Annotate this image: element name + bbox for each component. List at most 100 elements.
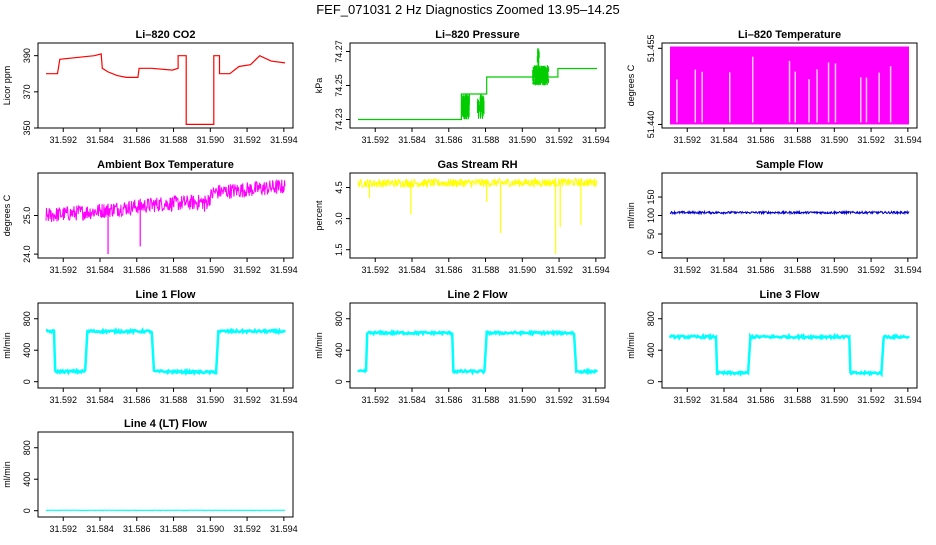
chart-title: Li–820 Pressure	[435, 29, 519, 41]
x-tick-label: 31.588	[784, 395, 812, 405]
y-tick-label: 800	[22, 440, 32, 455]
y-tick-label: 390	[22, 48, 32, 63]
x-tick-label: 31.584	[710, 265, 738, 275]
y-tick-label: 0	[22, 379, 32, 384]
x-tick-label: 31.588	[472, 135, 500, 145]
x-tick-label: 31.590	[197, 524, 225, 534]
y-axis-label: ml/min	[2, 332, 12, 359]
y-tick-label: 800	[22, 311, 32, 326]
x-tick-label: 31.594	[894, 135, 922, 145]
x-tick-label: 31.592	[49, 395, 77, 405]
plot-frame	[38, 432, 293, 517]
x-tick-label: 31.592	[673, 395, 701, 405]
x-tick-label: 31.588	[784, 265, 812, 275]
y-tick-label: 1.5	[334, 243, 344, 256]
x-tick-label: 31.586	[435, 395, 463, 405]
x-tick-label: 31.590	[821, 395, 849, 405]
chart-title: Gas Stream RH	[437, 159, 517, 171]
x-tick-label: 31.586	[123, 395, 151, 405]
x-tick-label: 31.592	[545, 135, 573, 145]
x-tick-label: 31.588	[472, 395, 500, 405]
y-tick-label: 370	[22, 84, 32, 99]
x-tick-label: 31.594	[270, 135, 298, 145]
x-tick-label: 31.592	[233, 395, 261, 405]
y-tick-label: 74.23	[334, 108, 344, 131]
plot-frame	[350, 173, 605, 258]
x-tick-label: 31.584	[398, 135, 426, 145]
y-axis-label: ml/min	[626, 202, 636, 229]
x-tick-label: 31.586	[435, 265, 463, 275]
x-tick-label: 31.594	[582, 265, 610, 275]
y-tick-label: 51.455	[646, 35, 656, 63]
y-axis-label: ml/min	[626, 332, 636, 359]
series-line	[46, 54, 285, 125]
x-tick-label: 31.590	[197, 265, 225, 275]
x-tick-label: 31.594	[270, 395, 298, 405]
y-tick-label: 800	[334, 311, 344, 326]
series-group	[358, 332, 597, 373]
y-tick-label: 400	[646, 343, 656, 358]
x-tick-label: 31.584	[86, 395, 114, 405]
plot-frame	[662, 173, 917, 258]
y-tick-label: 50	[646, 229, 656, 239]
x-tick-label: 31.592	[857, 135, 885, 145]
chart-title: Line 4 (LT) Flow	[124, 418, 207, 430]
x-tick-label: 31.584	[398, 265, 426, 275]
y-tick-label: 51.440	[646, 111, 656, 139]
chart-title: Line 3 Flow	[760, 289, 820, 301]
x-tick-label: 31.592	[233, 135, 261, 145]
x-tick-label: 31.586	[747, 135, 775, 145]
series-line	[358, 332, 597, 373]
x-tick-label: 31.592	[49, 135, 77, 145]
series-group	[670, 47, 909, 125]
y-tick-label: 400	[334, 343, 344, 358]
series-group	[358, 48, 597, 119]
x-tick-label: 31.590	[509, 135, 537, 145]
x-tick-label: 31.588	[784, 135, 812, 145]
x-tick-label: 31.590	[821, 135, 849, 145]
series-group	[46, 330, 285, 373]
y-tick-label: 800	[646, 311, 656, 326]
series-group	[358, 178, 597, 254]
x-tick-label: 31.590	[197, 395, 225, 405]
chart-panel-8: Line 2 Flow ml/min 0 400 800 31.592 31.584 31.5…	[314, 289, 610, 405]
series-group	[670, 211, 909, 213]
x-tick-label: 31.588	[472, 265, 500, 275]
y-axis-label: percent	[314, 200, 324, 231]
x-tick-label: 31.586	[123, 265, 151, 275]
series-line	[358, 178, 597, 187]
chart-title: Line 1 Flow	[136, 289, 196, 301]
plot-frame	[350, 303, 605, 388]
series-group	[670, 336, 909, 374]
chart-title: Li–820 Temperature	[738, 29, 841, 41]
x-tick-label: 31.592	[545, 395, 573, 405]
y-axis-label: degrees C	[2, 194, 12, 236]
y-tick-label: 0	[646, 379, 656, 384]
y-tick-label: 4.5	[334, 181, 344, 194]
x-tick-label: 31.592	[857, 265, 885, 275]
chart-title: Ambient Box Temperature	[97, 159, 234, 171]
series-line	[670, 211, 909, 213]
x-tick-label: 31.590	[821, 265, 849, 275]
y-axis-label: ml/min	[314, 332, 324, 359]
x-tick-label: 31.592	[49, 524, 77, 534]
x-tick-label: 31.586	[747, 395, 775, 405]
plot-frame	[38, 303, 293, 388]
series-noise	[478, 94, 485, 119]
x-tick-label: 31.586	[435, 135, 463, 145]
chart-title: Line 2 Flow	[448, 289, 508, 301]
plot-frame	[350, 43, 605, 128]
series-noise	[533, 65, 549, 85]
x-tick-label: 31.584	[398, 395, 426, 405]
y-tick-label: 150	[646, 190, 656, 205]
series-noise	[461, 94, 469, 119]
y-tick-label: 350	[22, 120, 32, 135]
y-axis-label: degrees C	[626, 64, 636, 106]
x-tick-label: 31.584	[86, 135, 114, 145]
chart-title: Li–820 CO2	[136, 29, 196, 41]
x-tick-label: 31.592	[233, 524, 261, 534]
y-tick-label: 0	[334, 379, 344, 384]
chart-panel-3: Li–820 Temperature degrees C 51.440 51.455 3…	[626, 29, 922, 145]
